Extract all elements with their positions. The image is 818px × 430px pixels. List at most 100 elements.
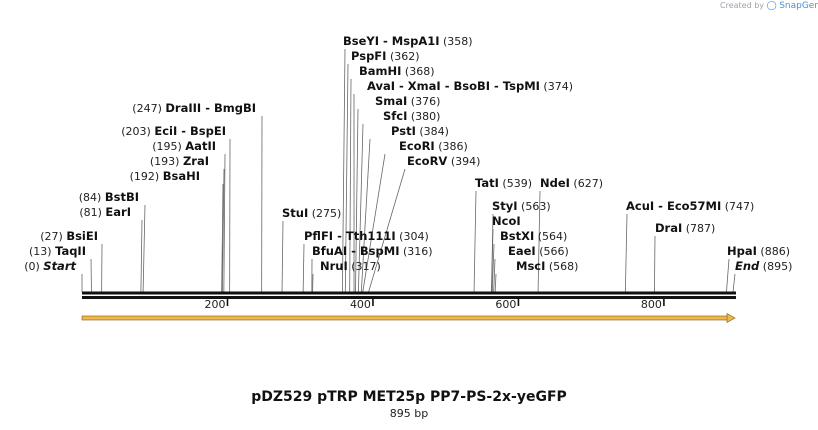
site-name-taqii: TaqII <box>55 244 86 258</box>
site-label-tati[interactable]: TatI (539) <box>475 176 532 190</box>
site-position-msci: (568) <box>545 260 578 273</box>
site-label-ecorv[interactable]: EcoRV (394) <box>407 154 480 168</box>
leader-line-tati <box>473 190 477 293</box>
site-label-ndei[interactable]: NdeI (627) <box>540 176 603 190</box>
leader-line-ecorv <box>368 168 406 293</box>
leader-line-drai <box>654 235 656 293</box>
site-position-ecorv: (394) <box>447 155 480 168</box>
leader-line-aatii <box>223 153 226 293</box>
site-position-tati: (539) <box>499 177 532 190</box>
site-label-styi[interactable]: StyI (563) <box>492 199 551 213</box>
leader-line-bseyi <box>342 48 346 293</box>
site-label-ncoi[interactable]: NcoI <box>492 214 521 228</box>
site-position-bamhi: (368) <box>401 65 434 78</box>
site-name-sfci: SfcI <box>383 109 407 123</box>
site-label-bsiei[interactable]: (27) BsiEI <box>40 229 98 243</box>
site-label-psti[interactable]: PstI (384) <box>391 124 449 138</box>
leader-line-bstxi <box>491 243 495 293</box>
site-name-zrai: ZraI <box>183 154 209 168</box>
credit-brand: SnapGene <box>779 1 818 11</box>
site-label-eari[interactable]: (81) EarI <box>79 205 131 219</box>
site-label-zrai[interactable]: (193) ZraI <box>150 154 209 168</box>
feature-arrow[interactable] <box>81 312 736 324</box>
site-label-taqii[interactable]: (13) TaqII <box>29 244 86 258</box>
site-position-drai: (787) <box>682 222 715 235</box>
site-position-hpai: (886) <box>757 245 790 258</box>
site-name-bsahi: BsaHI <box>163 169 200 183</box>
site-label-aatii[interactable]: (195) AatII <box>152 139 216 153</box>
site-label-eaei[interactable]: EaeI (566) <box>508 244 569 258</box>
site-position-eaei: (566) <box>536 245 569 258</box>
site-position-sfci: (380) <box>407 110 440 123</box>
site-label-bsahi[interactable]: (192) BsaHI <box>130 169 200 183</box>
site-position-nrui: (317) <box>348 260 381 273</box>
site-position-bfuai: (316) <box>399 245 432 258</box>
leader-line-zrai <box>221 168 225 293</box>
site-label-avai[interactable]: AvaI - XmaI - BsoBI - TspMI (374) <box>367 79 573 93</box>
site-name-pflfi: PflFI - Tth111I <box>304 229 396 243</box>
site-label-pflfi[interactable]: PflFI - Tth111I (304) <box>304 229 429 243</box>
site-label-draiii[interactable]: (247) DraIII - BmgBI <box>132 101 256 115</box>
site-label-bamhi[interactable]: BamHI (368) <box>359 64 435 78</box>
site-label-drai[interactable]: DraI (787) <box>655 221 715 235</box>
leader-line-eaei <box>493 258 496 293</box>
site-leader-lines <box>81 48 736 293</box>
site-name-bstxi: BstXI <box>500 229 534 243</box>
site-name-hpai: HpaI <box>727 244 757 258</box>
leader-line-pflfi <box>302 243 305 293</box>
leader-line-hpai <box>726 258 730 293</box>
site-name-ncoi: NcoI <box>492 214 521 228</box>
credit-text: Created by <box>720 1 765 10</box>
site-name-stui: StuI <box>282 206 308 220</box>
site-name-avai: AvaI - XmaI - BsoBI - TspMI <box>367 79 540 93</box>
dna-backbone <box>82 291 736 299</box>
site-name-start: Start <box>43 259 76 273</box>
site-name-ecori: EcoRI <box>399 139 435 153</box>
site-label-acui[interactable]: AcuI - Eco57MI (747) <box>626 199 754 213</box>
site-position-psti: (384) <box>416 125 449 138</box>
site-position-start: (0) <box>24 260 43 273</box>
leader-line-stui <box>281 220 284 293</box>
site-position-pspfi: (362) <box>386 50 419 63</box>
site-name-pspfi: PspFI <box>351 49 386 63</box>
site-label-bseyi[interactable]: BseYI - MspA1I (358) <box>343 34 473 48</box>
site-position-aatii: (195) <box>152 140 185 153</box>
site-name-eari: EarI <box>105 205 131 219</box>
site-position-draiii: (247) <box>132 102 165 115</box>
site-label-ecori[interactable]: EcoRI (386) <box>399 139 468 153</box>
site-label-msci[interactable]: MscI (568) <box>516 259 578 273</box>
tick-label-800: 800 <box>641 298 662 311</box>
site-position-end: (895) <box>759 260 792 273</box>
site-name-bsiei: BsiEI <box>66 229 98 243</box>
site-name-bseyi: BseYI - MspA1I <box>343 34 440 48</box>
leader-line-ecori <box>362 153 386 293</box>
site-label-start[interactable]: (0) Start <box>24 259 76 273</box>
scale-ticks: 200 400 600 800 <box>204 298 665 311</box>
leader-line-pspfi <box>344 63 349 293</box>
site-label-bfuai[interactable]: BfuAI - BspMI (316) <box>312 244 433 258</box>
leader-line-smai <box>355 108 359 293</box>
site-position-ecii: (203) <box>121 125 154 138</box>
site-position-acui: (747) <box>721 200 754 213</box>
site-label-sfci[interactable]: SfcI (380) <box>383 109 440 123</box>
leader-line-psti <box>360 138 371 293</box>
leader-line-msci <box>494 273 497 293</box>
site-label-hpai[interactable]: HpaI (886) <box>727 244 790 258</box>
tick-label-400: 400 <box>350 298 371 311</box>
site-label-stui[interactable]: StuI (275) <box>282 206 341 220</box>
site-name-tati: TatI <box>475 176 499 190</box>
leader-line-bsahi <box>221 183 224 293</box>
site-label-pspfi[interactable]: PspFI (362) <box>351 49 420 63</box>
site-label-bstxi[interactable]: BstXI (564) <box>500 229 567 243</box>
site-label-end[interactable]: End (895) <box>735 259 792 273</box>
site-label-bstbi[interactable]: (84) BstBI <box>79 190 139 204</box>
leader-line-bamhi <box>349 78 352 293</box>
site-label-nrui[interactable]: NruI (317) <box>320 259 381 273</box>
site-name-ndei: NdeI <box>540 176 570 190</box>
site-position-taqii: (13) <box>29 245 55 258</box>
site-name-styi: StyI <box>492 199 518 213</box>
site-label-ecii[interactable]: (203) EciI - BspEI <box>121 124 226 138</box>
site-name-eaei: EaeI <box>508 244 536 258</box>
leader-line-ndei <box>537 190 541 293</box>
site-label-smai[interactable]: SmaI (376) <box>375 94 440 108</box>
